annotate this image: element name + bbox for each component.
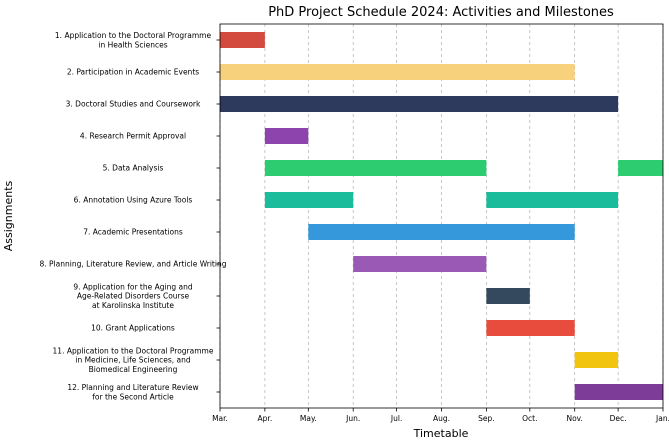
task-label-11: 11. Application to the Doctoral Programm… xyxy=(53,346,214,374)
task-bar-6-segment-1 xyxy=(264,192,354,208)
x-axis-ticks: Mar. Apr. May. Jun. Jul. Aug. Sep. Oct. Nov. Dec.… xyxy=(212,408,669,423)
x-axis-label: Timetable xyxy=(413,427,469,440)
task-bar-12-segment-1 xyxy=(574,384,663,400)
y-axis-ticks: 1. Application to the Doctoral Programme… xyxy=(40,31,227,401)
task-bar-5-segment-2 xyxy=(618,160,663,176)
x-tick-label: Apr. xyxy=(258,414,273,423)
task-bar-9-segment-1 xyxy=(486,288,530,304)
task-label-1: 1. Application to the Doctoral Programme… xyxy=(55,31,212,49)
task-label-2: 2. Participation in Academic Events xyxy=(67,68,199,77)
y-axis-label: Assignments xyxy=(2,180,15,251)
grid-lines xyxy=(219,24,664,408)
task-bar-3-segment-1 xyxy=(220,96,619,112)
task-bar-8-segment-1 xyxy=(353,256,487,272)
task-bar-11-segment-1 xyxy=(574,352,619,368)
x-tick-label: Dec. xyxy=(610,414,627,423)
task-label-3: 3. Doctoral Studies and Coursework xyxy=(66,100,201,109)
x-tick-label: Jul. xyxy=(390,414,402,423)
x-tick-label: May. xyxy=(300,414,317,423)
task-label-12: 12. Planning and Literature Review for th… xyxy=(67,383,198,401)
task-bar-1-segment-1 xyxy=(220,32,265,48)
x-tick-label: Aug. xyxy=(433,414,450,423)
task-label-10: 10. Grant Applications xyxy=(91,324,175,333)
bars xyxy=(220,32,663,400)
task-label-5: 5. Data Analysis xyxy=(103,164,164,173)
task-bar-10-segment-1 xyxy=(486,320,575,336)
task-label-6: 6. Annotation Using Azure Tools xyxy=(74,196,193,205)
x-tick-label: Sep. xyxy=(478,414,495,423)
task-bar-6-segment-2 xyxy=(486,192,619,208)
task-bar-4-segment-1 xyxy=(264,128,309,144)
x-tick-label: Jun. xyxy=(345,414,360,423)
chart-title: PhD Project Schedule 2024: Activities an… xyxy=(268,5,614,20)
task-bar-7-segment-1 xyxy=(308,224,575,240)
x-tick-label: Nov. xyxy=(566,414,582,423)
task-label-4: 4. Research Permit Approval xyxy=(80,132,186,141)
x-tick-label: Jan. xyxy=(655,414,669,423)
x-tick-label: Mar. xyxy=(212,414,228,423)
task-label-8: 8. Planning, Literature Review, and Arti… xyxy=(40,260,227,269)
task-label-7: 7. Academic Presentations xyxy=(83,228,183,237)
task-bar-2-segment-1 xyxy=(220,64,575,80)
x-tick-label: Oct. xyxy=(522,414,537,423)
task-label-9: 9. Application for the Aging and Age-Rela… xyxy=(73,282,192,310)
task-bar-5-segment-1 xyxy=(264,160,487,176)
